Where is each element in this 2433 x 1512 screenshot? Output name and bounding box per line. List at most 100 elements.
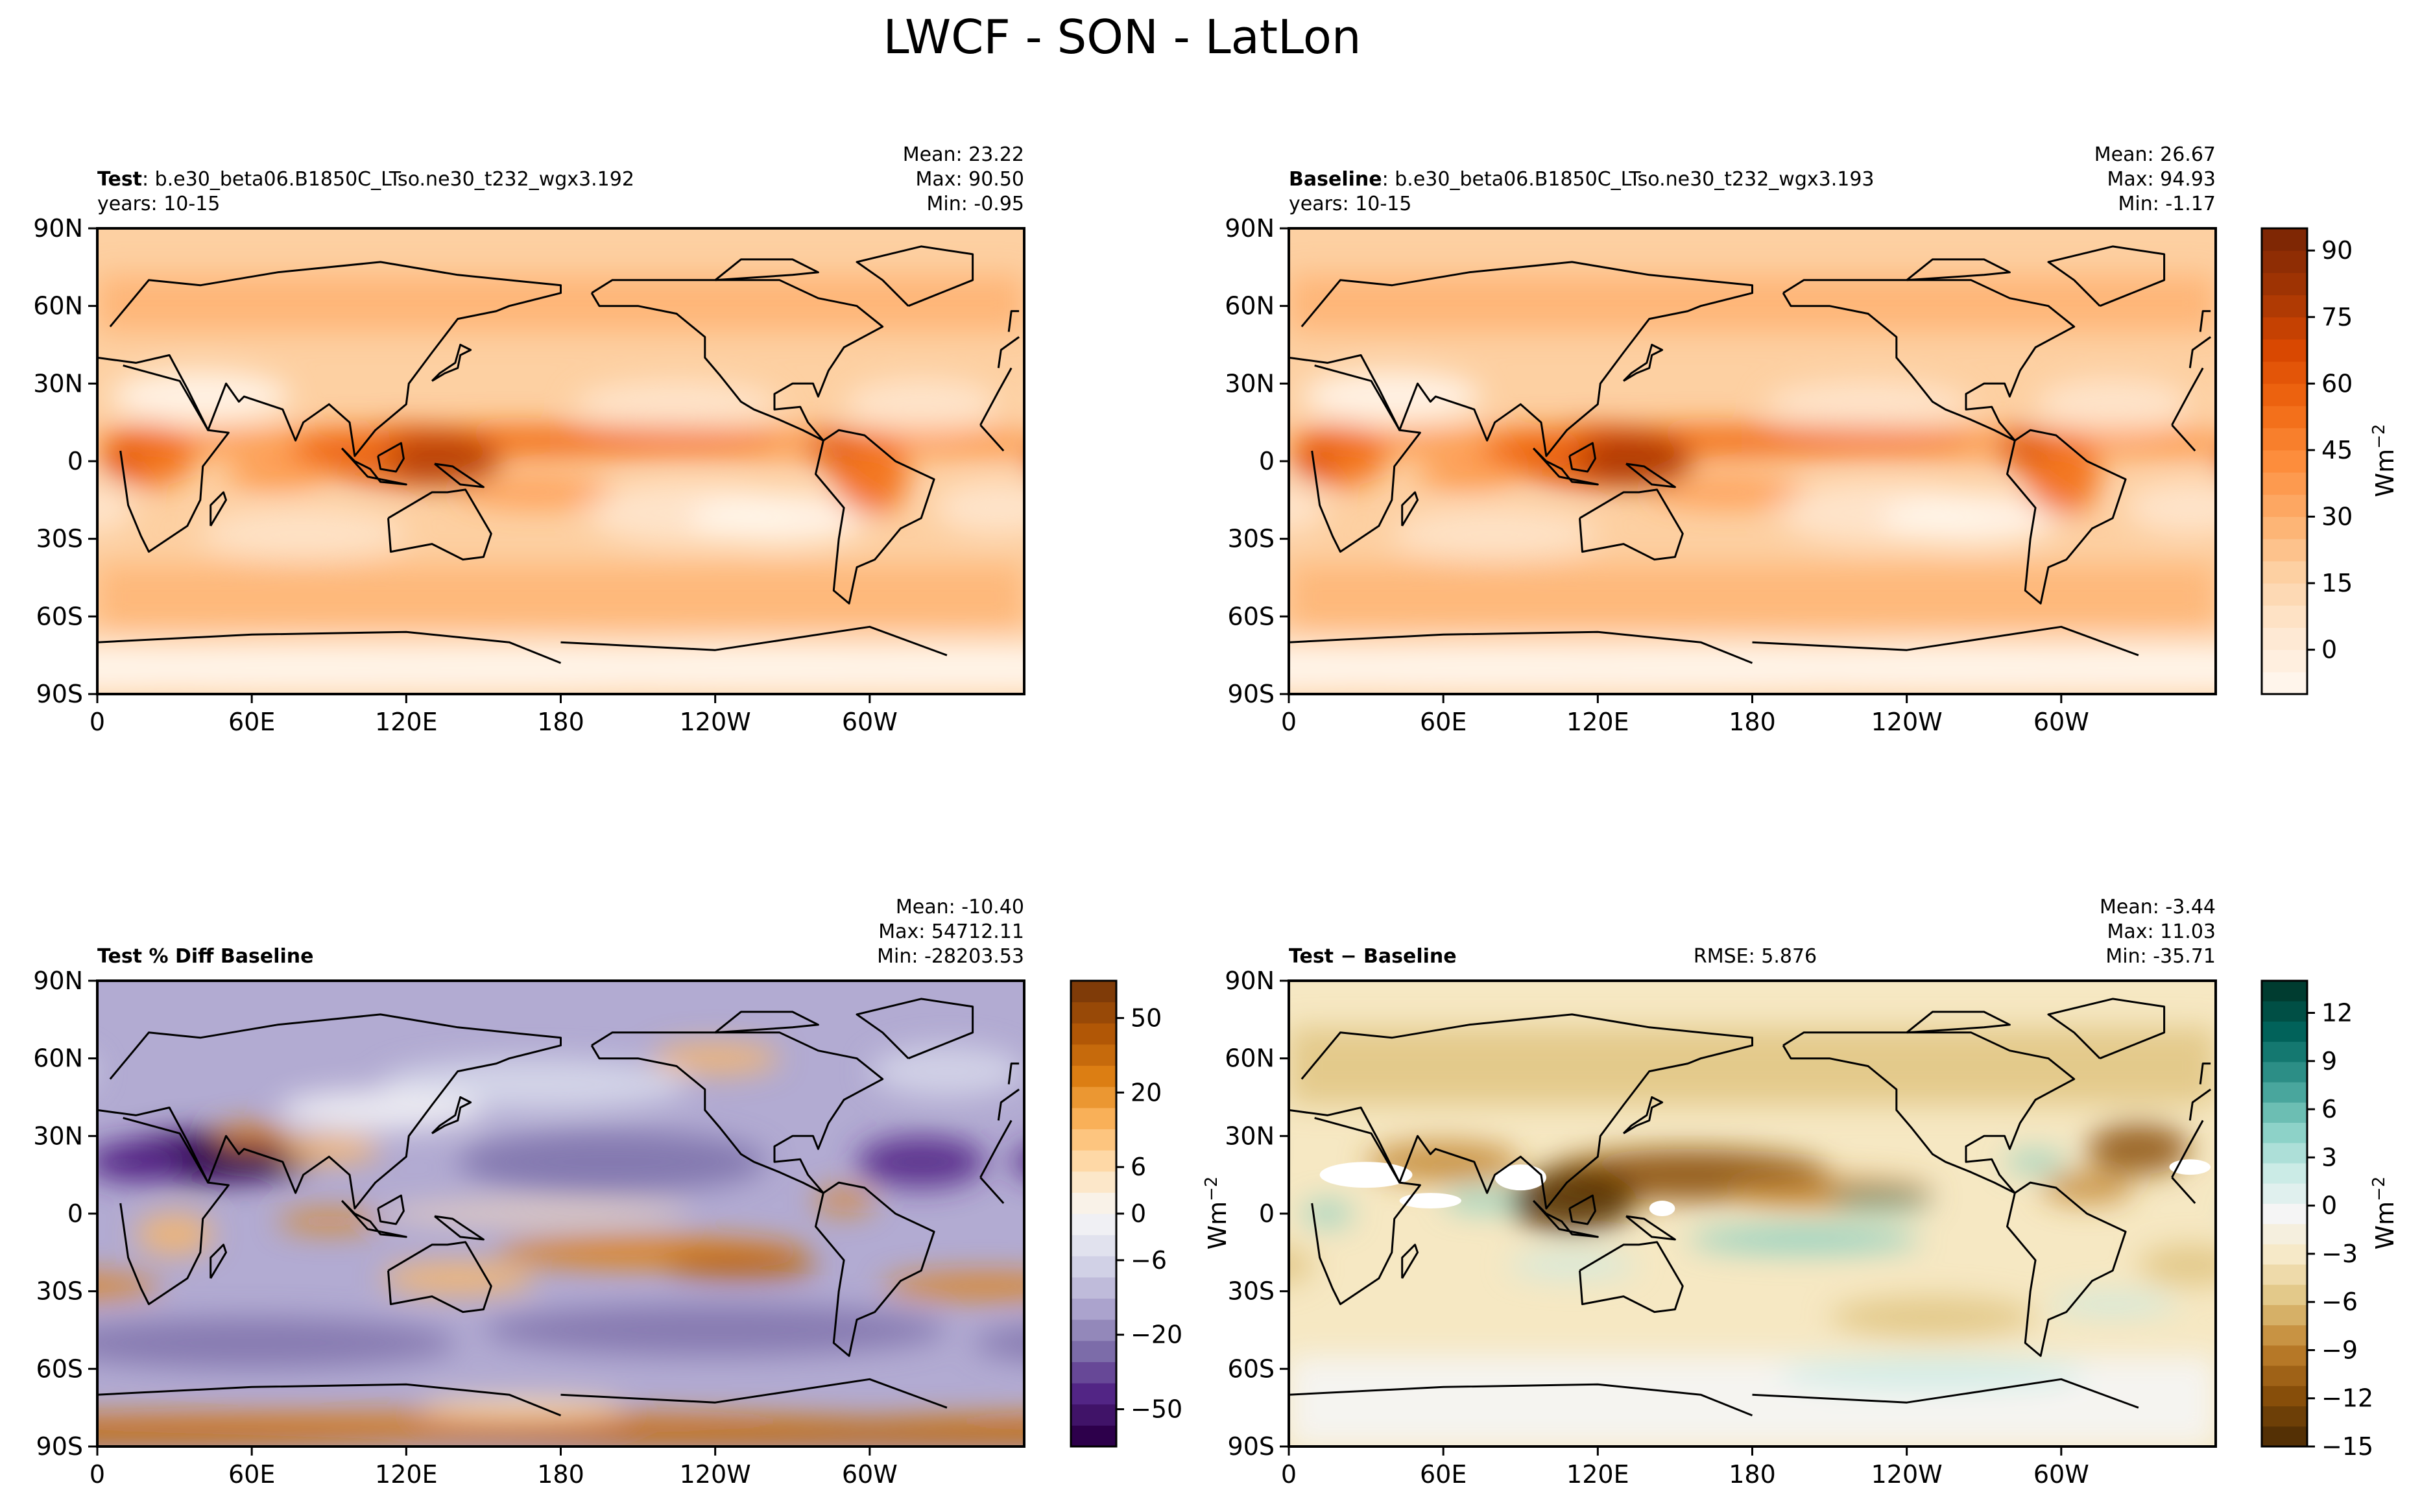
field-blob — [226, 459, 330, 490]
colorbar-step — [2262, 383, 2307, 407]
field-blob — [1713, 427, 1971, 454]
colorbar-step — [2262, 1203, 2307, 1225]
field-blob — [573, 381, 780, 428]
colorbar-frame — [2260, 227, 2308, 695]
coastline — [1906, 258, 2011, 282]
lon-tick-label: 0 — [1281, 708, 1297, 736]
baseline-stat-min: Min: -1.17 — [2118, 193, 2216, 215]
test-label-bold: Test — [97, 168, 142, 191]
colorbar-step — [2262, 339, 2307, 362]
field-blob — [856, 1136, 986, 1188]
field-blob — [972, 1326, 1024, 1360]
coastline — [590, 1031, 884, 1194]
pct-diff-field — [97, 981, 1024, 1446]
diff-stat-mean: Mean: -3.44 — [2100, 896, 2216, 918]
missing-data-region — [1319, 1162, 1413, 1188]
field-blob — [213, 1123, 291, 1149]
pct-diff-colorbar-label: Wm−2 — [1202, 1177, 1232, 1250]
colorbar-step — [1071, 1023, 1116, 1045]
lat-tick-label: 90N — [1225, 966, 1275, 995]
lon-tick-label: 120W — [1871, 1460, 1943, 1489]
field-blob — [355, 1426, 1024, 1446]
diff-rmse: RMSE: 5.876 — [1694, 945, 1817, 968]
colorbar-step — [1071, 1086, 1116, 1109]
lon-tick-label: 60W — [2033, 1460, 2089, 1489]
field-blob — [1301, 1201, 1354, 1227]
field-blob — [419, 1397, 625, 1419]
colorbar-frame — [2260, 979, 2308, 1448]
coastline — [341, 1200, 407, 1238]
lon-tick-label: 60W — [2033, 708, 2089, 736]
baseline-stat-mean: Mean: 26.67 — [2094, 143, 2216, 166]
colorbar-tick-label: −3 — [2321, 1240, 2358, 1268]
coastline — [815, 1181, 935, 1357]
colorbar-tick-label: 20 — [1131, 1078, 1162, 1107]
colorbar-step — [2262, 538, 2307, 562]
colorbar-tick-label: 3 — [2321, 1143, 2337, 1171]
field-blob — [1011, 1148, 1024, 1176]
colorbar-step — [1071, 1107, 1116, 1129]
colorbar-step — [2262, 1284, 2307, 1305]
field-blob — [380, 1203, 689, 1224]
colorbar-step — [1071, 1362, 1116, 1384]
field-blob — [1289, 1247, 1315, 1284]
field-blob — [1579, 435, 1694, 487]
field-blob — [1507, 1252, 1636, 1278]
coastline — [387, 488, 492, 561]
panel-diff: 90N 60N 30N 0 30S 60S 90S 0 60E 120E 180 120W 60W T… — [1225, 896, 2399, 1489]
colorbar-step — [2262, 1304, 2307, 1326]
coastline — [97, 1013, 1020, 1210]
lat-tick-label: 30N — [33, 1122, 83, 1150]
field-blob — [1765, 381, 1971, 428]
colorbar-step — [1071, 1425, 1116, 1447]
field-blob — [2138, 1244, 2216, 1286]
field-blob — [869, 1045, 1024, 1098]
coastline — [2006, 1181, 2127, 1357]
colorbar-step — [2262, 250, 2307, 273]
pct-diff-coastlines — [97, 998, 1020, 1417]
diff-colorbar-label-exp: −2 — [2369, 1177, 2389, 1201]
coastline — [714, 258, 819, 282]
coastline — [2199, 1062, 2211, 1085]
panel-test: 90N 60N 30N 0 30S 60S 90S 0 60E 120E 180 120W 60W T… — [33, 143, 1217, 736]
lon-tick-label: 60E — [228, 708, 275, 736]
coastline — [856, 245, 974, 307]
colorbar-tick-label: 50 — [1131, 1003, 1162, 1032]
field-blob — [1417, 459, 1521, 490]
colorbar-step — [2262, 1406, 2307, 1427]
field-blob — [1829, 1296, 2036, 1338]
colorbar-step — [2262, 1061, 2307, 1083]
lon-tick-label: 0 — [1281, 1460, 1297, 1489]
test-years: years: 10-15 — [97, 193, 220, 215]
colorbar-step — [1071, 1214, 1116, 1236]
field-blob — [664, 1252, 819, 1278]
colorbar-step — [2262, 605, 2307, 628]
coastline — [1289, 1013, 2211, 1210]
colorbar-step — [1071, 1234, 1116, 1256]
field-blob — [1688, 1226, 1920, 1253]
field-blob — [457, 476, 612, 508]
coastline — [1289, 625, 2139, 664]
colorbar-step — [2262, 1183, 2307, 1204]
diff-coastlines — [1289, 998, 2211, 1417]
colorbar-step — [2262, 627, 2307, 651]
colorbar-step — [2262, 272, 2307, 296]
field-blob — [1037, 370, 1217, 422]
lat-tick-label: 0 — [1259, 447, 1275, 475]
lon-tick-label: 180 — [537, 1460, 584, 1489]
colorbar-tick-label: −20 — [1131, 1321, 1182, 1349]
colorbar-step — [1071, 1171, 1116, 1193]
lon-tick-label: 0 — [90, 708, 105, 736]
field-blob — [689, 492, 870, 544]
lon-tick-label: 60W — [842, 708, 898, 736]
coastline — [1782, 1031, 2076, 1194]
coastline — [119, 364, 1013, 553]
lon-tick-label: 120W — [1871, 708, 1943, 736]
colorbar-tick-label: 12 — [2321, 999, 2353, 1027]
lat-tick-label: 0 — [67, 1199, 83, 1228]
field-blob — [97, 643, 458, 693]
field-blob — [102, 440, 144, 482]
lon-tick-label: 180 — [1729, 1460, 1776, 1489]
colorbar-step — [2262, 981, 2307, 1002]
coastline — [97, 625, 948, 664]
